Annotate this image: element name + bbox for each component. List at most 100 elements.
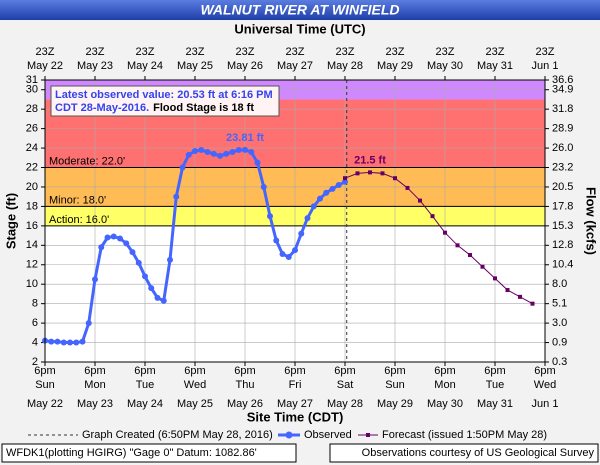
y-tick-label: 2 <box>32 356 38 368</box>
observed-point <box>79 338 86 345</box>
y2-tick-label: 3.0 <box>552 317 567 329</box>
y-tick-label: 22 <box>26 161 38 173</box>
x-tick-label: Sun <box>385 379 405 391</box>
forecast-point <box>505 288 510 293</box>
x-tick-label: Wed <box>534 379 556 391</box>
top-axis-title: Universal Time (UTC) <box>234 21 365 36</box>
top-x-tick-label: May 29 <box>377 60 413 72</box>
observed-point <box>54 338 61 345</box>
top-x-tick-label: 23Z <box>236 46 255 58</box>
x-tick-label: May 28 <box>327 398 363 410</box>
y2-tick-label: 36.6 <box>552 74 573 86</box>
top-x-tick-label: 23Z <box>386 46 405 58</box>
y2-axis-title: Flow (kcfs) <box>584 187 599 255</box>
top-x-tick-label: 23Z <box>536 46 555 58</box>
observed-point <box>267 213 273 220</box>
x-tick-label: 6pm <box>484 365 505 377</box>
x-tick-label: May 24 <box>127 398 163 410</box>
observed-point <box>317 195 323 202</box>
forecast-point <box>468 253 472 258</box>
top-x-tick-label: Jun 1 <box>532 60 559 72</box>
observed-point <box>185 151 192 158</box>
forecast-point <box>430 214 435 219</box>
observed-point <box>60 339 67 346</box>
x-tick-label: May 25 <box>177 398 213 410</box>
observed-point <box>298 230 305 237</box>
x-tick-label: Tue <box>486 379 505 391</box>
observed-point <box>67 339 73 346</box>
legend-observed <box>285 431 293 439</box>
x-tick-label: May 26 <box>227 398 263 410</box>
observed-point <box>73 339 80 346</box>
threshold-label: Moderate: 22.0' <box>49 155 125 167</box>
x-tick-label: May 22 <box>27 398 63 410</box>
threshold-label: Action: 16.0' <box>49 214 109 226</box>
x-tick-label: 6pm <box>284 365 305 377</box>
y-tick-label: 20 <box>26 181 38 193</box>
legend-label: Observed <box>304 429 352 441</box>
observed-point <box>129 249 136 256</box>
observed-point <box>285 253 292 260</box>
x-tick-label: 6pm <box>84 365 105 377</box>
latest-note: Latest observed value: 20.53 ft at 6:16 … <box>55 89 273 101</box>
observed-point <box>104 234 111 241</box>
footer-box <box>1 443 297 463</box>
observed-point <box>110 233 117 240</box>
observed-point <box>310 203 317 210</box>
observed-point <box>48 338 55 345</box>
observed-point <box>117 235 123 242</box>
observed-point <box>173 193 180 200</box>
observed-point <box>85 320 92 327</box>
y2-tick-label: 5.1 <box>552 298 567 310</box>
x-tick-label: Sat <box>337 379 354 391</box>
x-tick-label: 6pm <box>334 365 355 377</box>
top-x-tick-label: 23Z <box>486 46 505 58</box>
value-label: 21.5 ft <box>354 154 386 166</box>
plot-area: 24681012141618202224262830310.30.93.05.1… <box>26 46 574 410</box>
top-x-tick-label: May 26 <box>227 60 263 72</box>
y2-tick-label: 0.9 <box>552 336 567 348</box>
x-tick-label: May 23 <box>77 398 113 410</box>
observed-point <box>342 178 348 185</box>
forecast-point <box>368 170 372 175</box>
x-tick-label: Thu <box>236 379 255 391</box>
x-axis-title: Site Time (CDT) <box>247 409 344 424</box>
y-tick-label: 26 <box>26 123 38 135</box>
observed-point <box>179 164 186 171</box>
plot-frame <box>44 79 546 363</box>
x-tick-label: Tue <box>136 379 155 391</box>
observed-point <box>142 273 148 280</box>
y2-tick-label: 20.5 <box>552 181 573 193</box>
observed-point <box>123 240 130 247</box>
forecast-point <box>493 276 497 281</box>
observed-point <box>148 285 155 292</box>
latest-note: Flood Stage is 18 ft <box>153 102 254 114</box>
x-tick-label: Fri <box>289 379 302 391</box>
observed-point <box>160 297 167 304</box>
y-tick-label: 18 <box>26 200 38 212</box>
x-tick-label: Mon <box>434 379 455 391</box>
footer-box <box>329 443 599 463</box>
x-tick-label: Wed <box>184 379 206 391</box>
y-tick-label: 31 <box>26 74 38 86</box>
forecast-point <box>405 185 410 190</box>
y2-tick-label: 28.9 <box>552 123 573 135</box>
top-x-tick-label: May 25 <box>177 60 213 72</box>
value-label: 23.81 ft <box>226 132 264 144</box>
observed-point <box>292 247 298 254</box>
title-bar <box>0 0 600 20</box>
observed-point <box>98 244 105 251</box>
series-line <box>344 171 533 305</box>
legend-label: Forecast (issued 1:50PM May 28) <box>382 429 547 441</box>
y2-tick-label: 26.0 <box>552 142 573 154</box>
chart-title: WALNUT RIVER AT WINFIELD <box>200 2 399 18</box>
y2-tick-label: 0.3 <box>552 356 567 368</box>
y2-tick-label: 17.8 <box>552 200 573 212</box>
top-x-tick-label: 23Z <box>36 46 55 58</box>
top-x-tick-label: 23Z <box>286 46 305 58</box>
y2-tick-label: 10.4 <box>552 259 573 271</box>
observed-point <box>135 259 142 266</box>
observed-point <box>242 146 248 153</box>
y-tick-label: 14 <box>26 239 38 251</box>
